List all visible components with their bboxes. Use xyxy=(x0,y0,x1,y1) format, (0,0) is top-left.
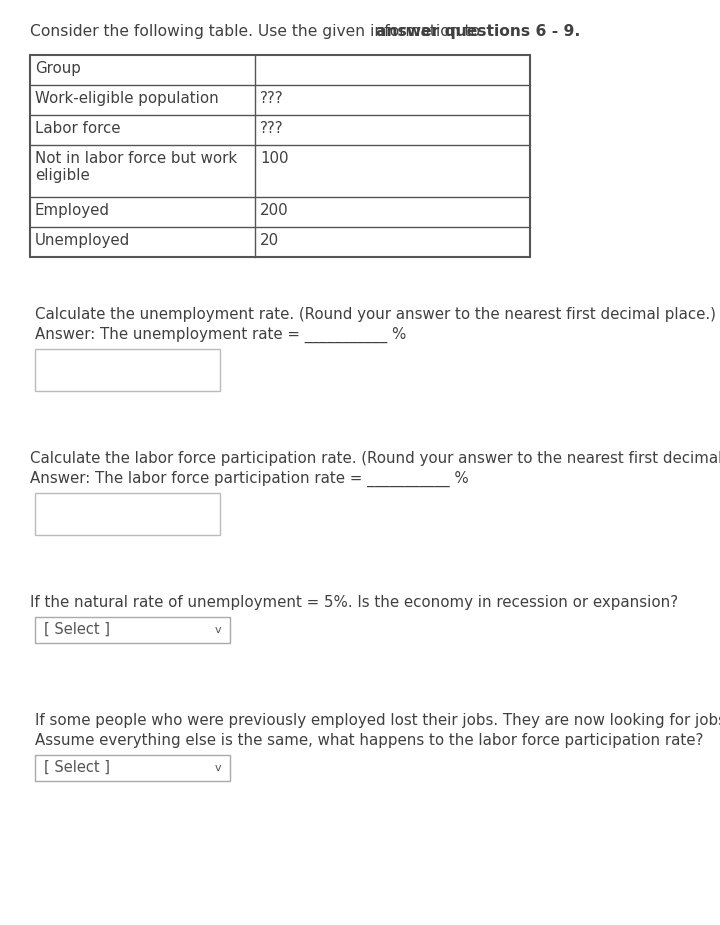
Text: Answer: The unemployment rate = ___________ %: Answer: The unemployment rate = ________… xyxy=(35,327,406,343)
Text: ???: ??? xyxy=(260,121,284,136)
Bar xyxy=(35,493,220,535)
Text: v: v xyxy=(215,625,221,635)
Text: Work-eligible population: Work-eligible population xyxy=(35,91,219,106)
Text: Not in labor force but work
eligible: Not in labor force but work eligible xyxy=(35,151,237,183)
Text: v: v xyxy=(215,763,221,773)
Bar xyxy=(35,755,230,781)
Text: If some people who were previously employed lost their jobs. They are now lookin: If some people who were previously emplo… xyxy=(35,713,720,728)
Text: Consider the following table. Use the given information to: Consider the following table. Use the gi… xyxy=(30,24,485,39)
Bar xyxy=(30,55,530,257)
Bar xyxy=(35,349,220,391)
Text: [ Select ]: [ Select ] xyxy=(44,622,110,637)
Text: ???: ??? xyxy=(260,91,284,106)
Text: Calculate the labor force participation rate. (Round your answer to the nearest : Calculate the labor force participation … xyxy=(30,451,720,466)
Text: Answer: The labor force participation rate = ___________ %: Answer: The labor force participation ra… xyxy=(30,471,469,487)
Text: answer questions 6 - 9.: answer questions 6 - 9. xyxy=(377,24,581,39)
Text: 100: 100 xyxy=(260,151,289,166)
Text: Calculate the unemployment rate. (Round your answer to the nearest first decimal: Calculate the unemployment rate. (Round … xyxy=(35,307,716,322)
Text: Assume everything else is the same, what happens to the labor force participatio: Assume everything else is the same, what… xyxy=(35,733,703,748)
Text: 20: 20 xyxy=(260,233,279,248)
Text: [ Select ]: [ Select ] xyxy=(44,760,110,775)
Text: Unemployed: Unemployed xyxy=(35,233,130,248)
Text: If the natural rate of unemployment = 5%. Is the economy in recession or expansi: If the natural rate of unemployment = 5%… xyxy=(30,595,678,610)
Text: Group: Group xyxy=(35,61,81,76)
Text: Labor force: Labor force xyxy=(35,121,120,136)
Bar xyxy=(35,617,230,643)
Text: Employed: Employed xyxy=(35,203,110,218)
Text: 200: 200 xyxy=(260,203,289,218)
